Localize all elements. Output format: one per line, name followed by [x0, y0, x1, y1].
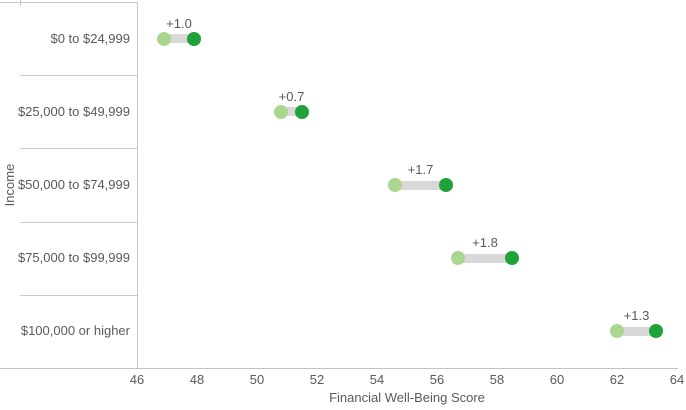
x-tick-label: 50 — [249, 372, 265, 387]
dumbbell-connector — [164, 34, 194, 44]
dumbbell-start-dot — [157, 31, 171, 46]
top-tick-mark — [20, 0, 21, 6]
change-label: +1.8 — [472, 235, 498, 251]
category-separator-line — [20, 294, 137, 296]
dumbbell-start-dot — [610, 324, 624, 339]
x-axis-title: Financial Well-Being Score — [329, 390, 485, 405]
plot-top-border-line — [0, 2, 137, 3]
category-separator-line — [20, 148, 137, 150]
dumbbell-connector — [458, 253, 512, 263]
x-axis-line — [0, 368, 678, 369]
dumbbell-end-dot — [505, 251, 519, 266]
change-label: +1.3 — [623, 308, 650, 324]
x-tick-label: 52 — [309, 372, 325, 387]
y-axis-line — [137, 2, 138, 368]
x-tick-label: 60 — [549, 372, 565, 387]
category-label: $50,000 to $74,999 — [17, 177, 130, 192]
category-label: $75,000 to $99,999 — [17, 250, 130, 266]
dumbbell-start-dot — [388, 178, 402, 192]
x-tick-label: 56 — [429, 372, 445, 387]
category-label: $100,000 or higher — [20, 323, 130, 339]
x-tick-label: 64 — [669, 372, 685, 387]
change-label: +1.7 — [407, 162, 434, 177]
x-tick-label: 54 — [369, 372, 385, 387]
dumbbell-start-dot — [451, 251, 465, 266]
category-label: $25,000 to $49,999 — [17, 103, 130, 119]
change-label: +0.7 — [278, 88, 305, 104]
dumbbell-end-dot — [649, 324, 663, 339]
dumbbell-end-dot — [187, 31, 201, 46]
x-tick-label: 58 — [489, 372, 505, 387]
dumbbell-end-dot — [295, 104, 309, 119]
x-tick-label: 48 — [189, 372, 205, 387]
category-label: $0 to $24,999 — [50, 30, 130, 46]
change-label: +1.0 — [166, 15, 192, 31]
dumbbell-end-dot — [439, 178, 453, 192]
dumbbell-connector — [281, 107, 302, 117]
dumbbell-start-dot — [274, 104, 288, 119]
dumbbell-connector — [395, 180, 446, 190]
category-separator-line — [20, 75, 137, 77]
x-tick-label: 62 — [609, 372, 625, 387]
dumbbell-connector — [617, 326, 656, 336]
x-tick-label: 46 — [129, 372, 145, 387]
category-separator-line — [20, 221, 137, 223]
